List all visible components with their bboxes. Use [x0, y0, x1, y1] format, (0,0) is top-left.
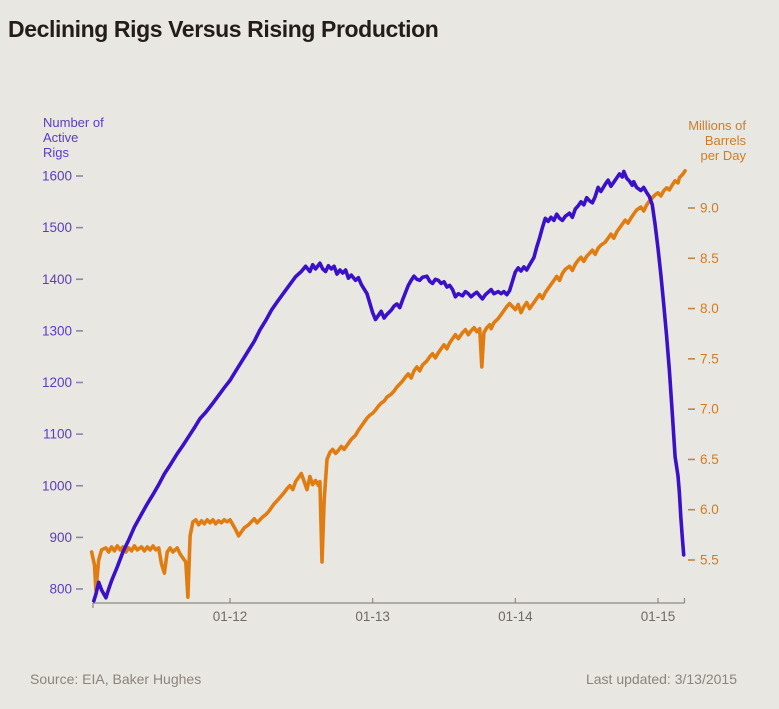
page-title: Declining Rigs Versus Rising Production — [8, 16, 439, 42]
left-tick-label: 1600 — [42, 169, 72, 184]
right-axis-title-line: Millions of — [688, 118, 746, 133]
production-line — [89, 169, 687, 599]
left-axis-title-line: Active — [43, 130, 79, 145]
right-tick-label: 7.0 — [700, 402, 719, 417]
chart-footer: Source: EIA, Baker Hughes Last updated: … — [30, 671, 737, 687]
left-tick-label: 1300 — [42, 323, 72, 338]
right-tick-label: 8.0 — [700, 301, 719, 316]
right-axis-title: Millions of Barrels per Day — [688, 118, 746, 163]
left-axis-title: Number of Active Rigs — [43, 115, 104, 160]
left-tick-label: 1000 — [42, 478, 72, 493]
left-tick-label: 1200 — [42, 375, 72, 390]
left-axis-title-line: Number of — [43, 115, 104, 130]
right-tick-label: 6.0 — [700, 502, 719, 517]
x-tick-label: 01-13 — [355, 609, 390, 624]
source-note: Source: EIA, Baker Hughes — [30, 671, 202, 687]
right-tick-label: 5.5 — [700, 553, 719, 568]
last-updated-note: Last updated: 3/13/2015 — [585, 671, 737, 687]
rigs-line — [92, 169, 686, 603]
left-tick-label: 1500 — [42, 220, 72, 235]
right-tick-label: 9.0 — [700, 201, 719, 216]
right-tick-label: 7.5 — [700, 351, 719, 366]
left-tick-label: 1400 — [42, 272, 72, 287]
right-tick-label: 8.5 — [700, 251, 719, 266]
right-axis-title-line: per Day — [700, 148, 746, 163]
x-tick-label: 01-15 — [641, 609, 676, 624]
left-tick-label: 1100 — [43, 427, 72, 442]
left-tick-label: 900 — [49, 530, 72, 545]
left-axis-title-line: Rigs — [43, 145, 70, 160]
x-tick-label: 01-12 — [213, 609, 248, 624]
right-axis-title-line: Barrels — [704, 133, 746, 148]
left-tick-label: 800 — [49, 582, 72, 597]
x-tick-label: 01-14 — [498, 609, 533, 624]
right-tick-label: 6.5 — [700, 452, 719, 467]
